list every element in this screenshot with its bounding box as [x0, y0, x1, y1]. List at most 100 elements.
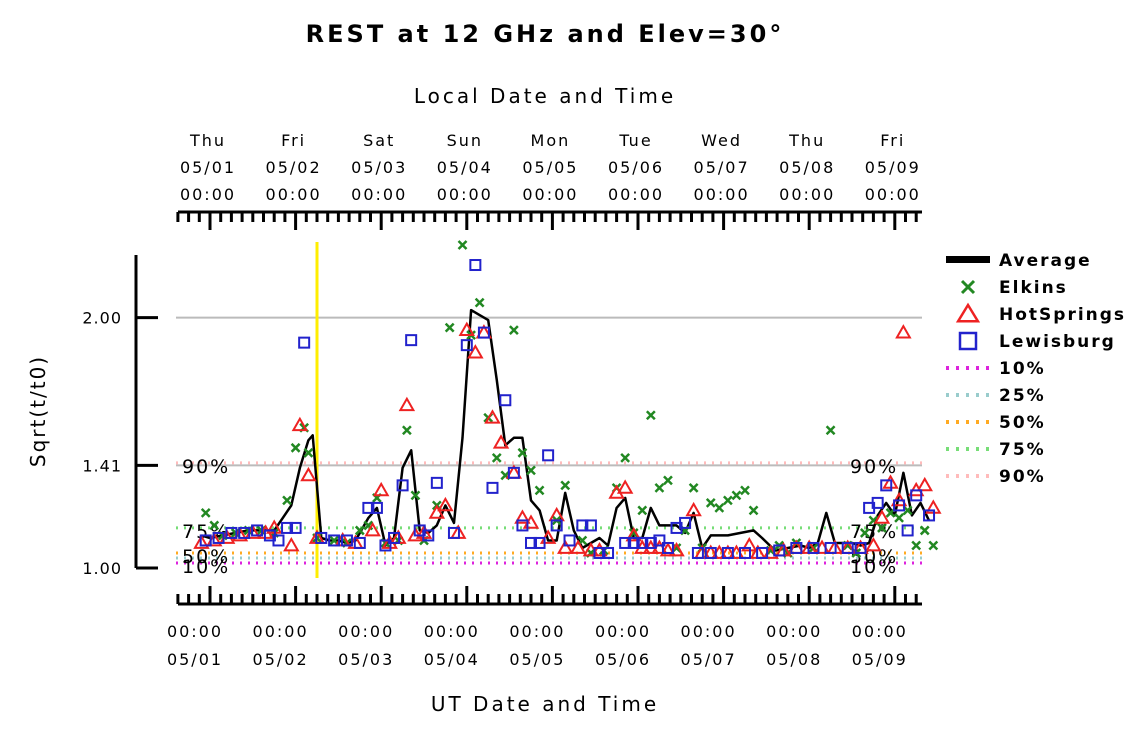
lewisburg-point	[533, 536, 546, 549]
elkins-point	[645, 410, 656, 421]
marker-stroke	[928, 540, 939, 551]
lewisburg-point	[691, 546, 704, 559]
marker-stroke	[637, 505, 648, 516]
bottom-tick-time-label: 00:00	[766, 622, 822, 641]
elkins-point	[534, 485, 545, 496]
hotsprings-point	[873, 509, 891, 524]
hotsprings-point	[372, 481, 390, 497]
lewisburg-point	[379, 539, 392, 552]
top-tick-date-label: 05/03	[351, 158, 407, 177]
legend-label: Elkins	[999, 278, 1068, 298]
top-tick-time-label: 00:00	[437, 185, 493, 204]
hotsprings-point	[916, 476, 933, 492]
lewisburg-point	[477, 326, 490, 339]
lewisburg-point	[627, 536, 640, 549]
lewisburg-point	[447, 526, 460, 539]
data-series	[193, 240, 942, 559]
bottom-tick-time-label: 00:00	[681, 622, 737, 641]
series-lewisburg	[199, 259, 936, 559]
marker-stroke	[209, 520, 220, 531]
grid-lines	[176, 316, 922, 467]
marker-stroke	[474, 297, 485, 308]
elkins-point	[401, 425, 412, 436]
marker-stroke	[722, 495, 733, 506]
legend-label: 75%	[999, 440, 1046, 460]
elkins-point	[410, 490, 421, 501]
marker-stroke	[526, 465, 536, 476]
elkins-point	[740, 485, 750, 496]
lewisburg-point	[619, 536, 632, 549]
elkins-point	[894, 513, 904, 523]
marker-stroke	[919, 525, 930, 536]
marker-stroke	[457, 240, 468, 250]
hotsprings-point	[625, 526, 642, 542]
lewisburg-point	[272, 534, 285, 547]
top-tick-date-label: 05/02	[266, 158, 322, 177]
legend-label: 90%	[999, 467, 1046, 487]
elkins-point	[474, 297, 485, 308]
marker-stroke	[894, 513, 904, 523]
bottom-tick-date-label: 05/09	[852, 650, 908, 669]
top-tick-date-label: 05/07	[694, 158, 750, 177]
elkins-point	[508, 325, 519, 336]
elkins-point	[748, 505, 759, 516]
top-tick-time-label: 00:00	[180, 185, 236, 204]
elkins-point	[637, 505, 648, 516]
lewisburg-point	[901, 524, 914, 537]
lewisburg-point	[893, 499, 906, 512]
bottom-tick-time-label: 00:00	[253, 622, 309, 641]
top-tick-date-label: 05/08	[779, 158, 835, 177]
bottom-tick-date-label: 05/03	[338, 650, 394, 669]
marker-stroke	[329, 535, 340, 546]
percentile-label: 10%	[850, 556, 898, 578]
elkins-point	[282, 495, 292, 506]
marker-stroke	[868, 515, 879, 526]
elkins-point	[928, 540, 939, 551]
x-axis-title: UT Date and Time	[431, 692, 659, 716]
percentile-label: 90%	[850, 456, 898, 478]
bottom-tick-time-label: 00:00	[424, 622, 480, 641]
marker-stroke	[290, 442, 301, 453]
lewisburg-point	[430, 476, 443, 489]
lewisburg-point	[251, 524, 264, 537]
legend-swatch-triangle	[955, 302, 981, 323]
bottom-tick-date-label: 05/05	[509, 650, 565, 669]
lewisburg-point	[739, 546, 751, 559]
bottom-tick-time-label: 00:00	[852, 622, 908, 641]
y-axis-title: Sqrt(t/t0)	[26, 355, 50, 467]
marker-stroke	[410, 490, 421, 501]
elkins-point	[620, 452, 631, 463]
top-axis-title: Local Date and Time	[414, 84, 676, 108]
top-tick-time-label: 00:00	[865, 185, 921, 204]
marker-stroke	[354, 525, 365, 536]
elkins-point	[457, 240, 468, 250]
lewisburg-point	[636, 536, 649, 549]
hotsprings-point	[492, 434, 510, 449]
lewisburg-point	[563, 534, 576, 547]
top-tick-day-label: Fri	[880, 131, 905, 150]
top-tick-time-label: 00:00	[351, 185, 407, 204]
elkins-point	[731, 490, 742, 501]
marker-stroke	[825, 425, 836, 436]
bottom-tick-date-label: 05/02	[253, 650, 309, 669]
legend-swatch-x	[960, 279, 976, 295]
lewisburg-point	[516, 519, 529, 532]
hotsprings-point	[364, 521, 381, 537]
top-tick-time-label: 00:00	[266, 185, 322, 204]
elkins-point	[654, 482, 665, 493]
legend-item: 10%	[946, 359, 1044, 379]
lewisburg-point	[362, 501, 375, 514]
series-average	[201, 308, 931, 552]
lewisburg-point	[923, 509, 936, 522]
bottom-tick-time-label: 00:00	[167, 622, 223, 641]
lewisburg-point	[298, 336, 311, 349]
marker-stroke	[560, 480, 571, 491]
lewisburg-point	[396, 479, 409, 492]
lewisburg-point	[550, 519, 563, 532]
marker-stroke	[534, 485, 545, 496]
top-tick-day-label: Wed	[701, 131, 742, 150]
lewisburg-point	[460, 339, 473, 352]
elkins-point	[517, 447, 528, 458]
lewisburg-point	[353, 536, 366, 549]
